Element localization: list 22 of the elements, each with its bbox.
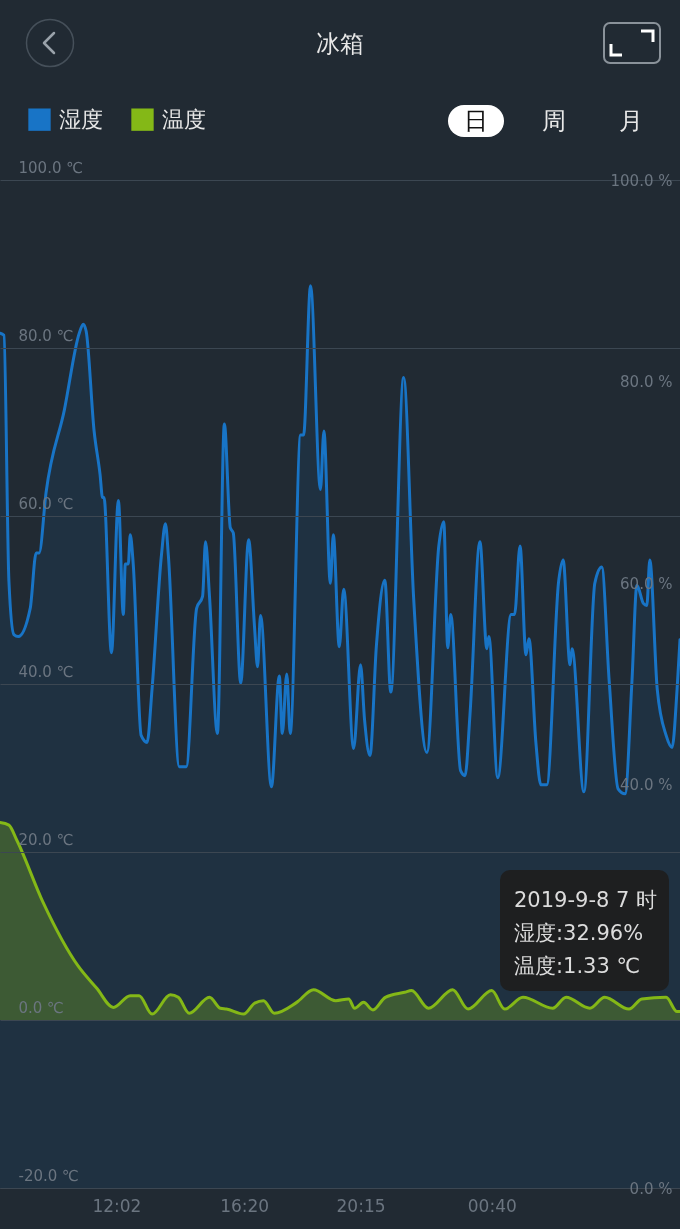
y2-tick-label: 0.0 % (629, 1179, 673, 1198)
y-tick-label: 20.0 ℃ (18, 830, 74, 849)
x-tick-label: 20:15 (336, 1195, 386, 1216)
y-tick-label: 0.0 ℃ (18, 998, 64, 1017)
y2-tick-label: 80.0 % (620, 373, 673, 392)
legend-label: 湿度 (59, 106, 103, 132)
text: 周 (541, 106, 567, 137)
annotation: 2019-9-8 7 时 (514, 887, 658, 914)
text: 月 (618, 106, 644, 137)
y-tick-label: 40.0 ℃ (18, 662, 74, 681)
annotation: 湿度:32.96% (514, 920, 645, 947)
y-tick-label: -20.0 ℃ (18, 1166, 79, 1185)
text: 日 (448, 105, 504, 137)
x-tick-label: 12:02 (92, 1195, 142, 1216)
y2-tick-label: 100.0 % (610, 171, 673, 190)
y-tick-label: 80.0 ℃ (18, 326, 74, 345)
y-tick-label: 100.0 ℃ (18, 158, 84, 177)
legend-label: 温度 (162, 106, 206, 132)
x-tick-label: 16:20 (220, 1195, 270, 1216)
x-tick-label: 00:40 (467, 1195, 517, 1216)
chart-title: 冰箱 (315, 29, 365, 60)
annotation: 温度:1.33 ℃ (514, 953, 642, 980)
